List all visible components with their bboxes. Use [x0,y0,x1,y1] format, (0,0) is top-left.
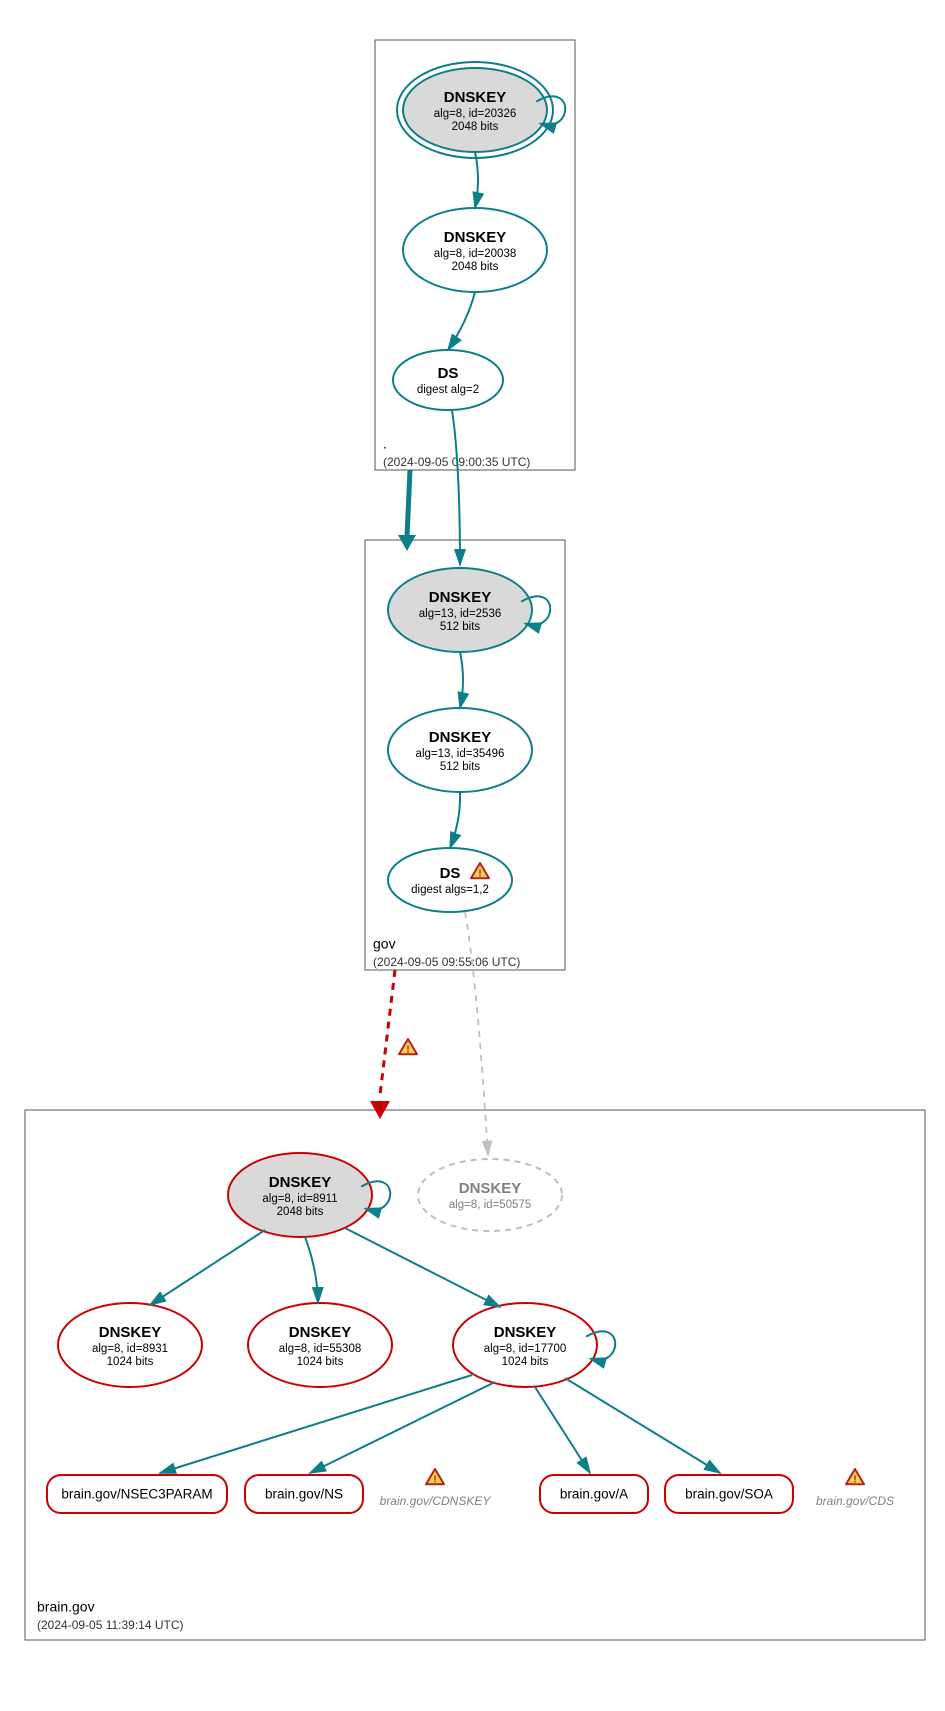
svg-text:brain.gov/NS: brain.gov/NS [265,1487,343,1502]
svg-text:(2024-09-05 09:55:06 UTC): (2024-09-05 09:55:06 UTC) [373,955,520,969]
svg-text:2048 bits: 2048 bits [452,261,499,273]
svg-text:1024 bits: 1024 bits [107,1356,154,1368]
svg-text:!: ! [478,869,481,880]
svg-text:DS: DS [438,365,459,382]
svg-text:512 bits: 512 bits [440,761,481,773]
svg-text:alg=8, id=8911: alg=8, id=8911 [262,1193,337,1205]
svg-text:DNSKEY: DNSKEY [99,1324,162,1341]
svg-text:DNSKEY: DNSKEY [429,589,492,606]
svg-text:DNSKEY: DNSKEY [494,1324,557,1341]
svg-text:alg=8, id=20326: alg=8, id=20326 [434,108,517,120]
svg-text:alg=8, id=8931: alg=8, id=8931 [92,1343,168,1355]
svg-text:2048 bits: 2048 bits [452,121,499,133]
svg-text:!: ! [406,1045,409,1056]
svg-text:brain.gov/SOA: brain.gov/SOA [685,1487,773,1502]
svg-text:alg=13, id=35496: alg=13, id=35496 [416,748,505,760]
svg-text:digest alg=2: digest alg=2 [417,384,479,396]
svg-text:alg=13, id=2536: alg=13, id=2536 [419,608,502,620]
svg-text:512 bits: 512 bits [440,621,481,633]
svg-text:DNSKEY: DNSKEY [429,729,492,746]
svg-text:.: . [383,436,387,452]
svg-text:brain.gov/A: brain.gov/A [560,1487,628,1502]
svg-text:brain.gov/CDS: brain.gov/CDS [816,1494,894,1508]
svg-text:alg=8, id=50575: alg=8, id=50575 [449,1199,532,1211]
svg-text:!: ! [433,1475,436,1486]
svg-text:DS: DS [440,865,461,882]
svg-text:DNSKEY: DNSKEY [289,1324,352,1341]
svg-text:!: ! [853,1475,856,1486]
svg-text:DNSKEY: DNSKEY [444,89,507,106]
svg-text:1024 bits: 1024 bits [502,1356,549,1368]
svg-text:(2024-09-05 11:39:14 UTC): (2024-09-05 11:39:14 UTC) [37,1618,184,1632]
svg-text:brain.gov/CDNSKEY: brain.gov/CDNSKEY [380,1494,492,1508]
svg-text:alg=8, id=55308: alg=8, id=55308 [279,1343,362,1355]
svg-text:DNSKEY: DNSKEY [269,1174,332,1191]
svg-text:alg=8, id=20038: alg=8, id=20038 [434,248,517,260]
svg-text:digest algs=1,2: digest algs=1,2 [411,884,489,896]
svg-text:brain.gov/NSEC3PARAM: brain.gov/NSEC3PARAM [61,1487,212,1502]
svg-text:gov: gov [373,936,396,952]
svg-text:1024 bits: 1024 bits [297,1356,344,1368]
svg-text:DNSKEY: DNSKEY [444,229,507,246]
svg-text:alg=8, id=17700: alg=8, id=17700 [484,1343,567,1355]
svg-text:DNSKEY: DNSKEY [459,1180,522,1197]
svg-text:2048 bits: 2048 bits [277,1206,324,1218]
svg-text:brain.gov: brain.gov [37,1599,95,1615]
